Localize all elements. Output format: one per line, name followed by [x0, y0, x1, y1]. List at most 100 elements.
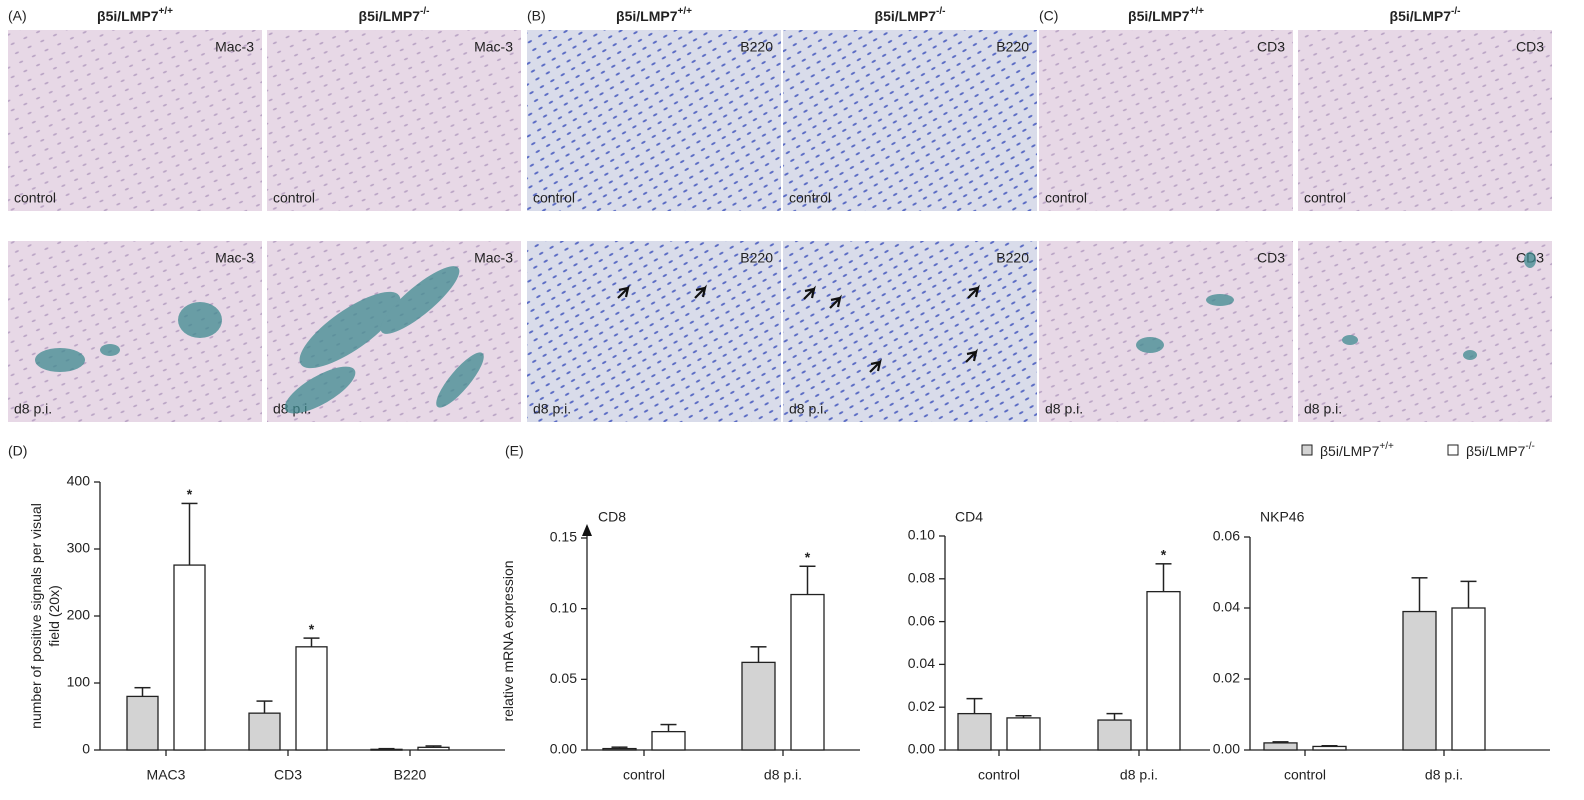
stain-label: B220 [740, 250, 773, 266]
condition-label: control [1304, 190, 1346, 206]
y-tick-label: 0.04 [908, 655, 935, 671]
stain-label: Mac-3 [474, 39, 513, 55]
y-tick-label: 0.15 [550, 529, 577, 545]
x-tick-label: control [623, 767, 665, 783]
micrograph [1298, 241, 1552, 422]
genotype-header: β5i/LMP7-/- [359, 6, 430, 24]
stain-label: Mac-3 [215, 39, 254, 55]
genotype-header: β5i/LMP7+/+ [97, 6, 173, 24]
condition-label: control [273, 190, 315, 206]
legend-swatch [1447, 444, 1459, 456]
bar [295, 646, 328, 751]
x-tick-label: d8 p.i. [1120, 767, 1158, 783]
stain-spots [35, 252, 1536, 414]
y-tick-label: 0.00 [908, 741, 935, 757]
y-tick-label: 0.00 [1213, 741, 1240, 757]
condition-label: d8 p.i. [14, 401, 52, 417]
y-tick-label: 0.10 [550, 599, 577, 615]
section-label: (A) [8, 8, 27, 24]
y-tick-label: 0.02 [1213, 670, 1240, 686]
y-tick-label: 0.08 [908, 570, 935, 586]
bar [651, 730, 686, 751]
significance: * [309, 621, 315, 637]
section-label: (C) [1039, 8, 1058, 24]
legend-label: β5i/LMP7-/- [1466, 441, 1535, 459]
genotype-header: β5i/LMP7-/- [1390, 6, 1461, 24]
genotype-header: β5i/LMP7+/+ [616, 6, 692, 24]
stain-label: CD3 [1257, 39, 1285, 55]
condition-label: control [14, 190, 56, 206]
section-label: (B) [527, 8, 546, 24]
x-tick-label: d8 p.i. [764, 767, 802, 783]
micrograph [8, 241, 262, 422]
y-axis-label: relative mRNA expression [500, 560, 516, 722]
significance: * [187, 486, 193, 502]
micrograph-grid: (A) β5i/LMP7+/+ Mac-3 control Mac-3 d8 p.i. β5… [8, 6, 1552, 422]
micrograph [527, 30, 781, 211]
chart-title: CD8 [598, 509, 626, 525]
bar [173, 564, 206, 751]
stain-label: B220 [996, 250, 1029, 266]
bar [1451, 607, 1486, 751]
x-tick-label: B220 [394, 767, 427, 783]
stain-label: Mac-3 [215, 250, 254, 266]
condition-label: d8 p.i. [1045, 401, 1083, 417]
bar [741, 661, 776, 751]
condition-label: d8 p.i. [789, 401, 827, 417]
condition-label: control [1045, 190, 1087, 206]
y-tick-label: 300 [67, 540, 91, 556]
micrograph [783, 241, 1037, 422]
legend-label: β5i/LMP7+/+ [1320, 441, 1394, 459]
axis-arrow [582, 524, 592, 536]
y-tick-label: 0.02 [908, 698, 935, 714]
y-tick-label: 0.00 [550, 741, 577, 757]
x-tick-label: control [978, 767, 1020, 783]
bar [1097, 719, 1132, 751]
charts: 0 100 200 300 400 MAC3 * CD3 * B220 (D) 0.00 0.05 0.1… [8, 441, 1550, 783]
micrograph [1298, 30, 1552, 211]
stain-label: CD3 [1257, 250, 1285, 266]
genotype-header: β5i/LMP7+/+ [1128, 6, 1204, 24]
y-tick-label: 0.04 [1213, 599, 1240, 615]
significance: * [805, 549, 811, 565]
bar [1312, 745, 1347, 751]
arrows [617, 284, 980, 373]
y-axis-label: number of positive signals per visual fi… [28, 503, 62, 729]
panel-label: (E) [505, 443, 524, 459]
micrograph [1039, 30, 1293, 211]
genotype-header: β5i/LMP7-/- [875, 6, 946, 24]
x-tick-label: d8 p.i. [1425, 767, 1463, 783]
x-tick-label: MAC3 [147, 767, 186, 783]
micrograph [8, 30, 262, 211]
chart-title: NKP46 [1260, 509, 1305, 525]
y-tick-label: 200 [67, 607, 91, 623]
bar [602, 747, 637, 751]
x-tick-label: CD3 [274, 767, 302, 783]
bar [370, 748, 403, 751]
y-tick-label: 0.05 [550, 670, 577, 686]
condition-label: d8 p.i. [1304, 401, 1342, 417]
y-tick-label: 0 [82, 741, 90, 757]
bar [1006, 717, 1041, 751]
y-tick-label: 0.10 [908, 527, 935, 543]
bar [957, 712, 992, 751]
y-tick-label: 0.06 [1213, 528, 1240, 544]
bar [790, 593, 825, 751]
micrograph [1039, 241, 1293, 422]
panel-label: (D) [8, 443, 27, 459]
bar [1146, 590, 1181, 751]
micrograph [267, 30, 521, 211]
micrograph [527, 241, 781, 422]
bar [1263, 742, 1298, 751]
y-tick-label: 100 [67, 674, 91, 690]
y-tick-label: 400 [67, 473, 91, 489]
bar [126, 695, 159, 751]
stain-label: Mac-3 [474, 250, 513, 266]
stain-label: B220 [740, 39, 773, 55]
significance: * [1161, 547, 1167, 563]
condition-label: control [789, 190, 831, 206]
stain-label: B220 [996, 39, 1029, 55]
legend-swatch [1301, 444, 1313, 456]
